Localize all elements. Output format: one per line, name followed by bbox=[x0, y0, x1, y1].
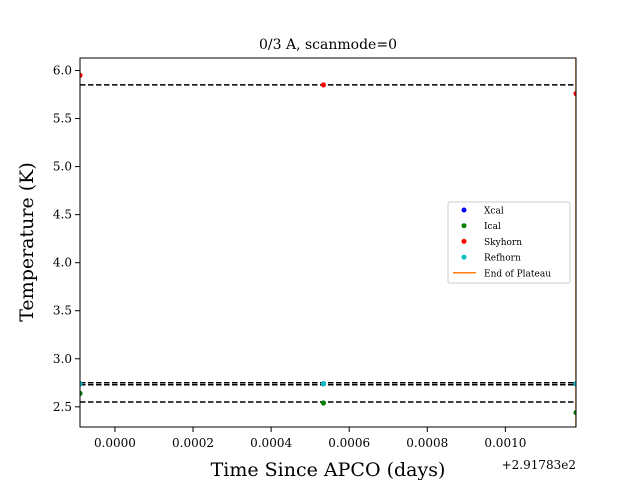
y-tick-label-6: 5.5 bbox=[53, 112, 72, 126]
legend: Xcal Ical Skyhorn Refhorn End of Plateau bbox=[447, 201, 571, 284]
plot-frame bbox=[79, 57, 577, 428]
legend-marker-xcal bbox=[461, 207, 467, 213]
x-axis: 0.0000 0.0002 0.0004 0.0006 0.0008 0.0010 bbox=[94, 427, 526, 450]
legend-label-end-of-plateau: End of Plateau bbox=[484, 269, 551, 279]
x-axis-label: Time Since APCO (days) bbox=[211, 459, 446, 480]
point-skyhorn-2 bbox=[573, 90, 576, 97]
y-axis: 2.5 3.0 3.5 4.0 4.5 5.0 5.5 6.0 bbox=[53, 63, 80, 414]
legend-label-skyhorn: Skyhorn bbox=[484, 238, 522, 248]
legend-label-xcal: Xcal bbox=[484, 207, 504, 217]
point-ical-1 bbox=[320, 400, 327, 406]
legend-marker-ical bbox=[461, 223, 467, 229]
x-tick-label-5: 0.0010 bbox=[484, 436, 526, 450]
point-ical-0 bbox=[80, 390, 83, 396]
x-tick-label-3: 0.0006 bbox=[328, 436, 370, 450]
y-tick-label-0: 2.5 bbox=[53, 400, 72, 414]
plot-layer bbox=[80, 58, 576, 427]
point-ical-2 bbox=[573, 409, 576, 416]
y-tick-label-5: 5.0 bbox=[53, 160, 72, 174]
point-refhorn-1 bbox=[320, 381, 327, 387]
legend-marker-skyhorn bbox=[461, 238, 467, 244]
point-refhorn-2 bbox=[573, 381, 576, 387]
legend-label-refhorn: Refhorn bbox=[484, 254, 521, 264]
point-skyhorn-1 bbox=[320, 82, 327, 88]
point-skyhorn-0 bbox=[80, 72, 83, 78]
x-tick-label-1: 0.0002 bbox=[172, 436, 214, 450]
x-tick-label-0: 0.0000 bbox=[94, 436, 136, 450]
y-axis-label: Temperature (K) bbox=[16, 162, 38, 322]
chart-title: 0/3 A, scanmode=0 bbox=[259, 37, 397, 53]
legend-label-ical: Ical bbox=[484, 222, 501, 232]
legend-box bbox=[447, 201, 571, 284]
y-tick-label-2: 3.5 bbox=[53, 304, 72, 318]
y-tick-label-7: 6.0 bbox=[53, 63, 72, 77]
y-tick-label-3: 4.0 bbox=[53, 256, 72, 270]
y-tick-label-4: 4.5 bbox=[53, 208, 72, 222]
x-tick-label-2: 0.0004 bbox=[250, 436, 292, 450]
x-tick-label-4: 0.0008 bbox=[406, 436, 448, 450]
x-offset-label: +2.91783e2 bbox=[502, 458, 576, 472]
legend-marker-refhorn bbox=[461, 254, 467, 260]
point-refhorn-0 bbox=[80, 381, 83, 387]
y-tick-label-1: 3.0 bbox=[53, 352, 72, 366]
